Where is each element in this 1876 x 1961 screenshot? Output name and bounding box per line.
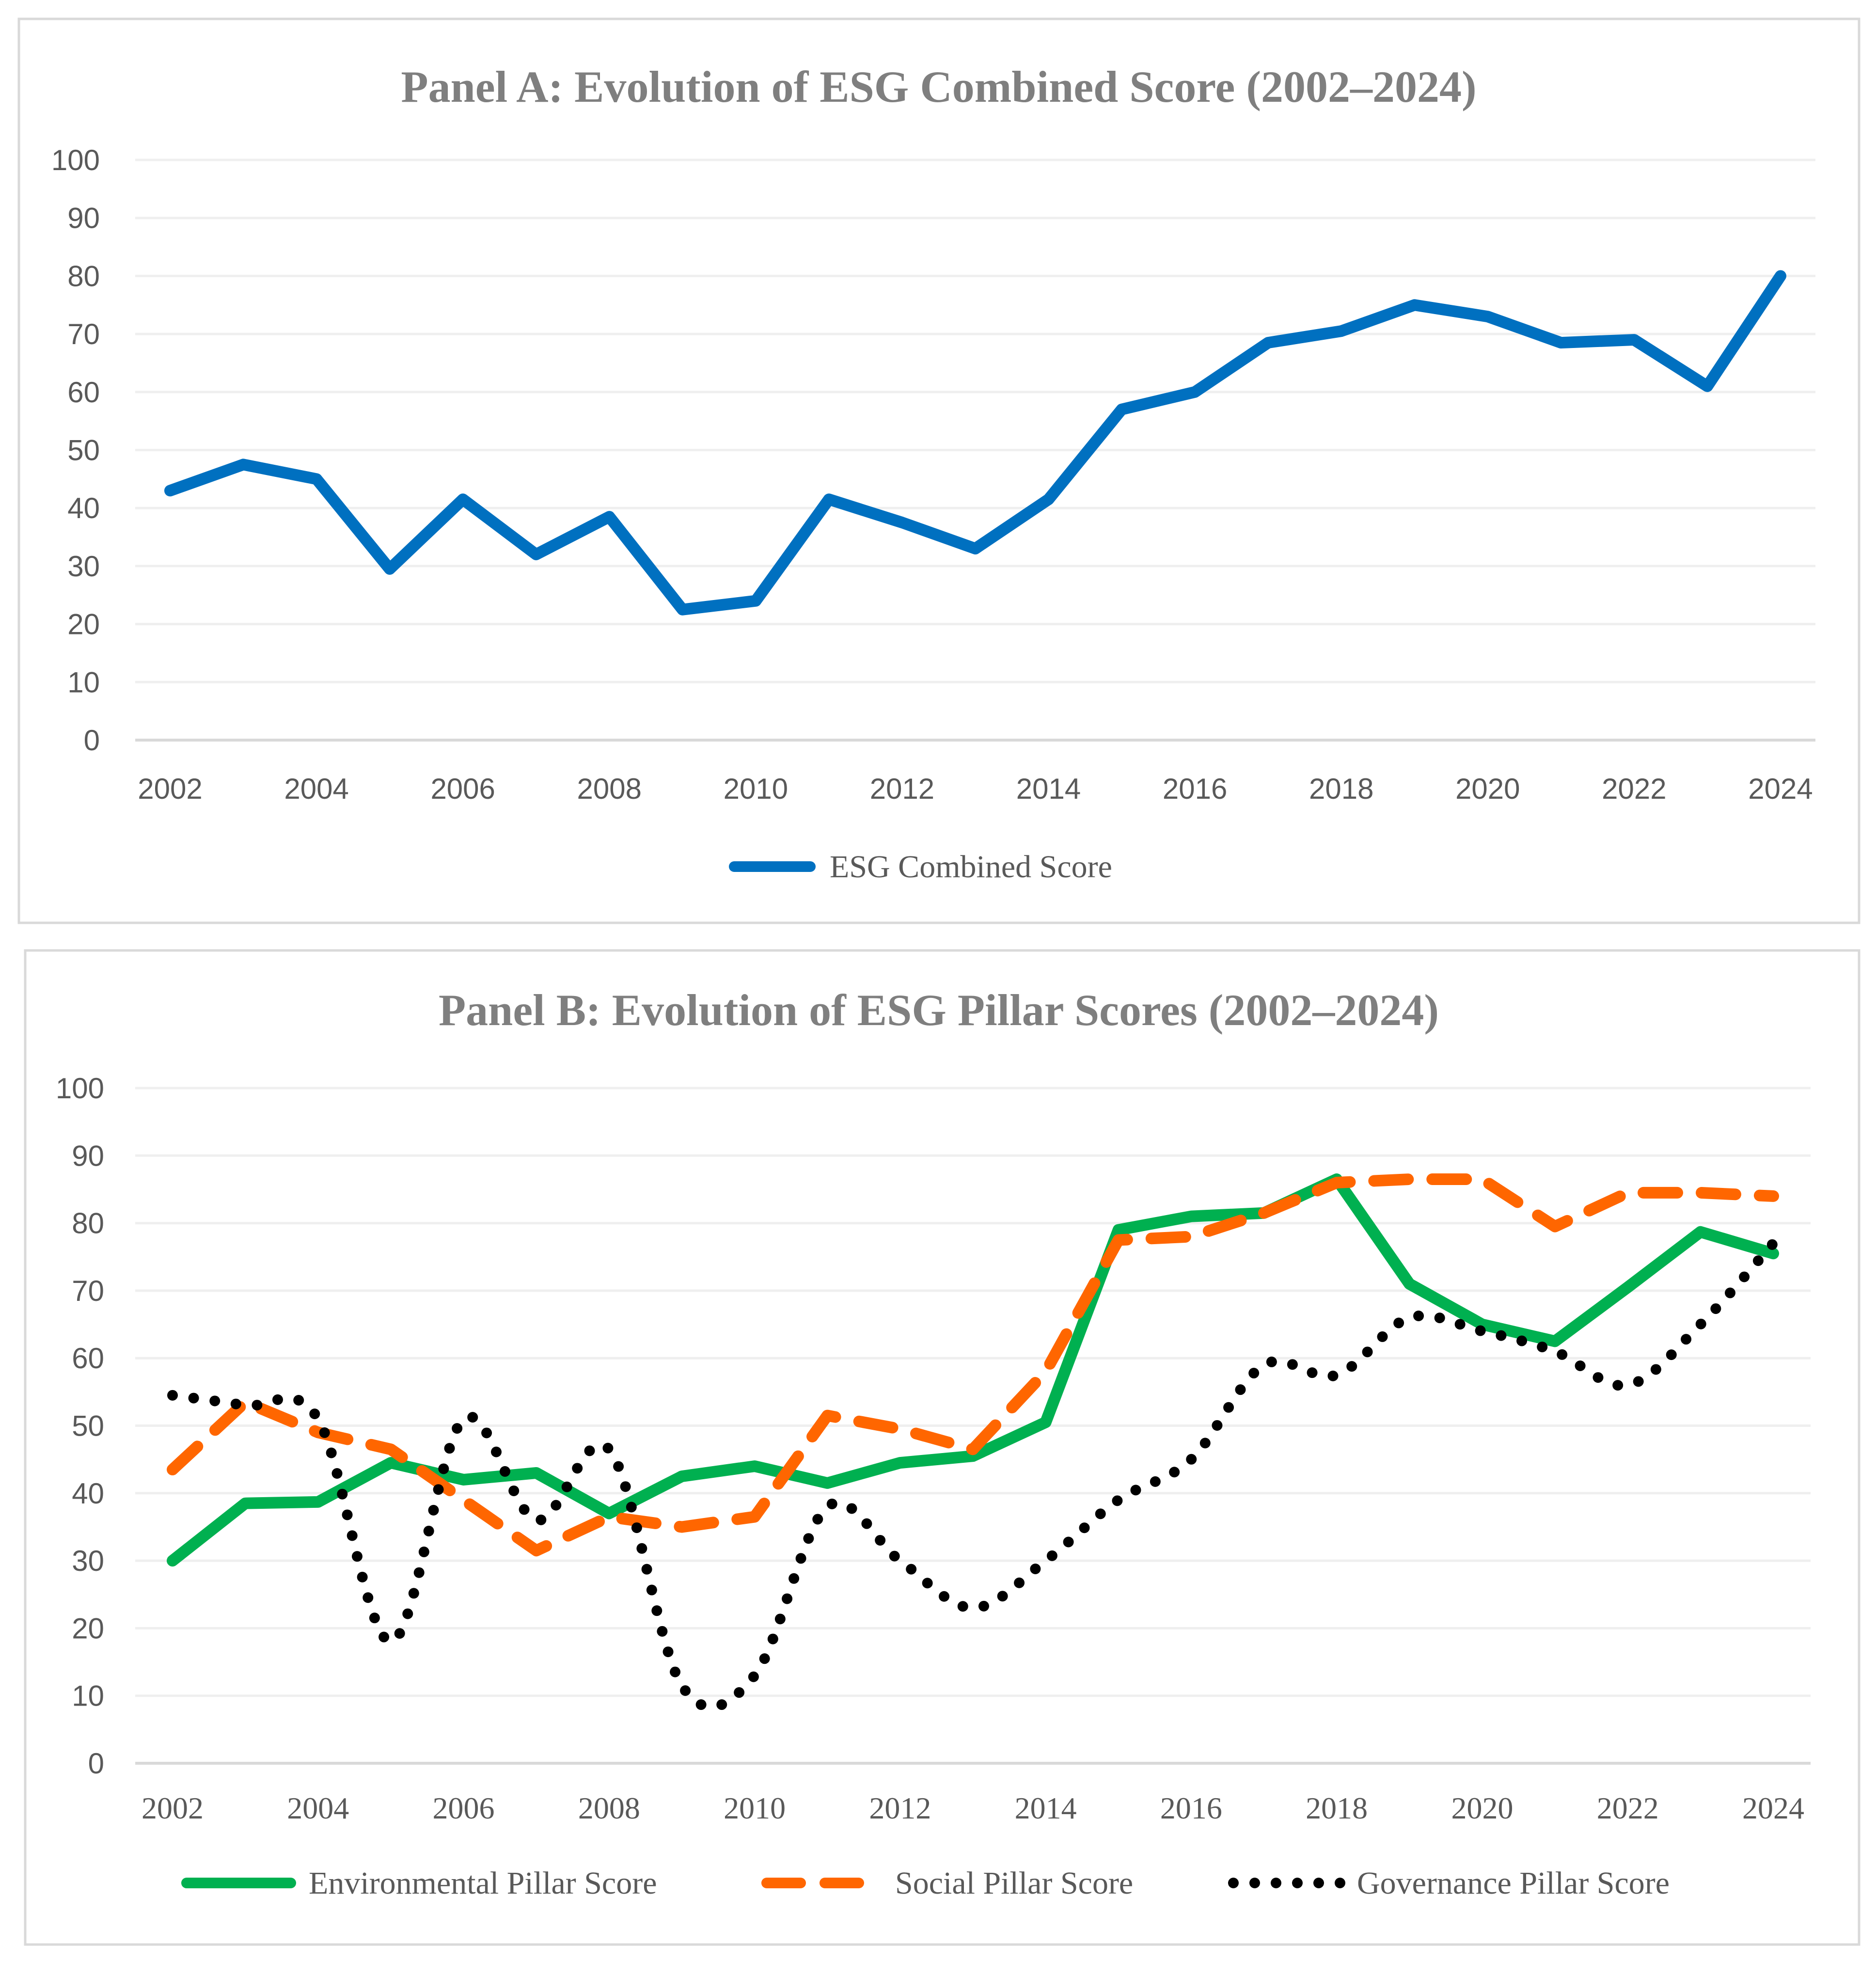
panel-b-x-tick-label: 2014 <box>1015 1791 1077 1825</box>
panel-b-x-tick-label: 2016 <box>1160 1791 1222 1825</box>
panel-b-y-tick-label: 40 <box>72 1477 104 1510</box>
panel-a-y-tick-label: 20 <box>67 608 100 641</box>
panel-b-x-tick-label: 2020 <box>1451 1791 1513 1825</box>
panel-a-x-tick-label: 2012 <box>870 773 934 805</box>
panel-b-y-tick-label: 60 <box>72 1342 104 1375</box>
panel-b-x-tick-label: 2024 <box>1742 1791 1804 1825</box>
panel-b-x-tick-label: 2008 <box>578 1791 640 1825</box>
panel-b-y-tick-label: 0 <box>88 1747 104 1780</box>
panel-a-x-tick-label: 2004 <box>284 773 348 805</box>
panel-a-y-tick-label: 0 <box>84 724 100 757</box>
panel-b-legend-label: Social Pillar Score <box>895 1866 1133 1901</box>
panel-a-title: Panel A: Evolution of ESG Combined Score… <box>401 62 1476 111</box>
panel-b-y-tick-label: 70 <box>72 1275 104 1307</box>
panel-a-x-tick-label: 2002 <box>138 773 202 805</box>
panel-b-y-tick-label: 50 <box>72 1410 104 1442</box>
panel-b-y-tick-label: 100 <box>56 1072 104 1105</box>
panel-a-x-tick-label: 2024 <box>1748 773 1813 805</box>
panel-b-y-tick-label: 20 <box>72 1612 104 1645</box>
panel-a-series-esg-combined-score <box>164 270 1786 616</box>
panel-b-y-tick-label: 30 <box>72 1545 104 1577</box>
panel-b-x-tick-label: 2002 <box>142 1791 204 1825</box>
panel-a-x-tick-label: 2010 <box>724 773 788 805</box>
panel-b-x-tick-label: 2010 <box>724 1791 786 1825</box>
panel-b-series-environmental-pillar-score <box>167 1173 1779 1567</box>
panel-a-y-tick-label: 80 <box>67 260 100 292</box>
panel-a-y-tick-label: 70 <box>67 318 100 350</box>
panel-a-y-tick-label: 40 <box>67 492 100 524</box>
panel-a-x-tick-label: 2020 <box>1455 773 1520 805</box>
panel-b-y-tick-label: 90 <box>72 1139 104 1172</box>
panel-a-x-tick-label: 2018 <box>1309 773 1373 805</box>
panel-b-frame <box>24 949 1860 1946</box>
panel-b-x-tick-label: 2018 <box>1306 1791 1368 1825</box>
panel-b-x-tick-label: 2022 <box>1597 1791 1659 1825</box>
panel-a-x-tick-label: 2014 <box>1016 773 1081 805</box>
panel-b-x-tick-label: 2006 <box>433 1791 495 1825</box>
panel-b-series-social-pillar-score <box>167 1173 1779 1557</box>
panel-a-y-tick-label: 60 <box>67 376 100 409</box>
panel-a-frame <box>17 17 1860 924</box>
panel-a-y-tick-label: 100 <box>51 144 100 176</box>
panel-a-legend-label: ESG Combined Score <box>830 849 1112 885</box>
panel-b-y-tick-label: 10 <box>72 1680 104 1712</box>
panel-a-x-tick-label: 2006 <box>430 773 495 805</box>
panel-b-x-tick-label: 2012 <box>869 1791 931 1825</box>
panel-a-x-tick-label: 2016 <box>1163 773 1227 805</box>
panel-b-y-tick-label: 80 <box>72 1207 104 1240</box>
panel-a-y-tick-label: 10 <box>67 666 100 698</box>
panel-a-y-tick-label: 90 <box>67 202 100 235</box>
panel-a-y-tick-label: 50 <box>67 434 100 467</box>
panel-b-x-tick-label: 2004 <box>287 1791 349 1825</box>
panel-a-y-tick-label: 30 <box>67 550 100 583</box>
panel-a-x-tick-label: 2022 <box>1602 773 1666 805</box>
panel-b-legend-label: Environmental Pillar Score <box>309 1866 657 1901</box>
panel-b-title: Panel B: Evolution of ESG Pillar Scores … <box>439 985 1439 1035</box>
panel-b-legend-label: Governance Pillar Score <box>1357 1866 1670 1901</box>
panel-a-x-tick-label: 2008 <box>577 773 642 805</box>
